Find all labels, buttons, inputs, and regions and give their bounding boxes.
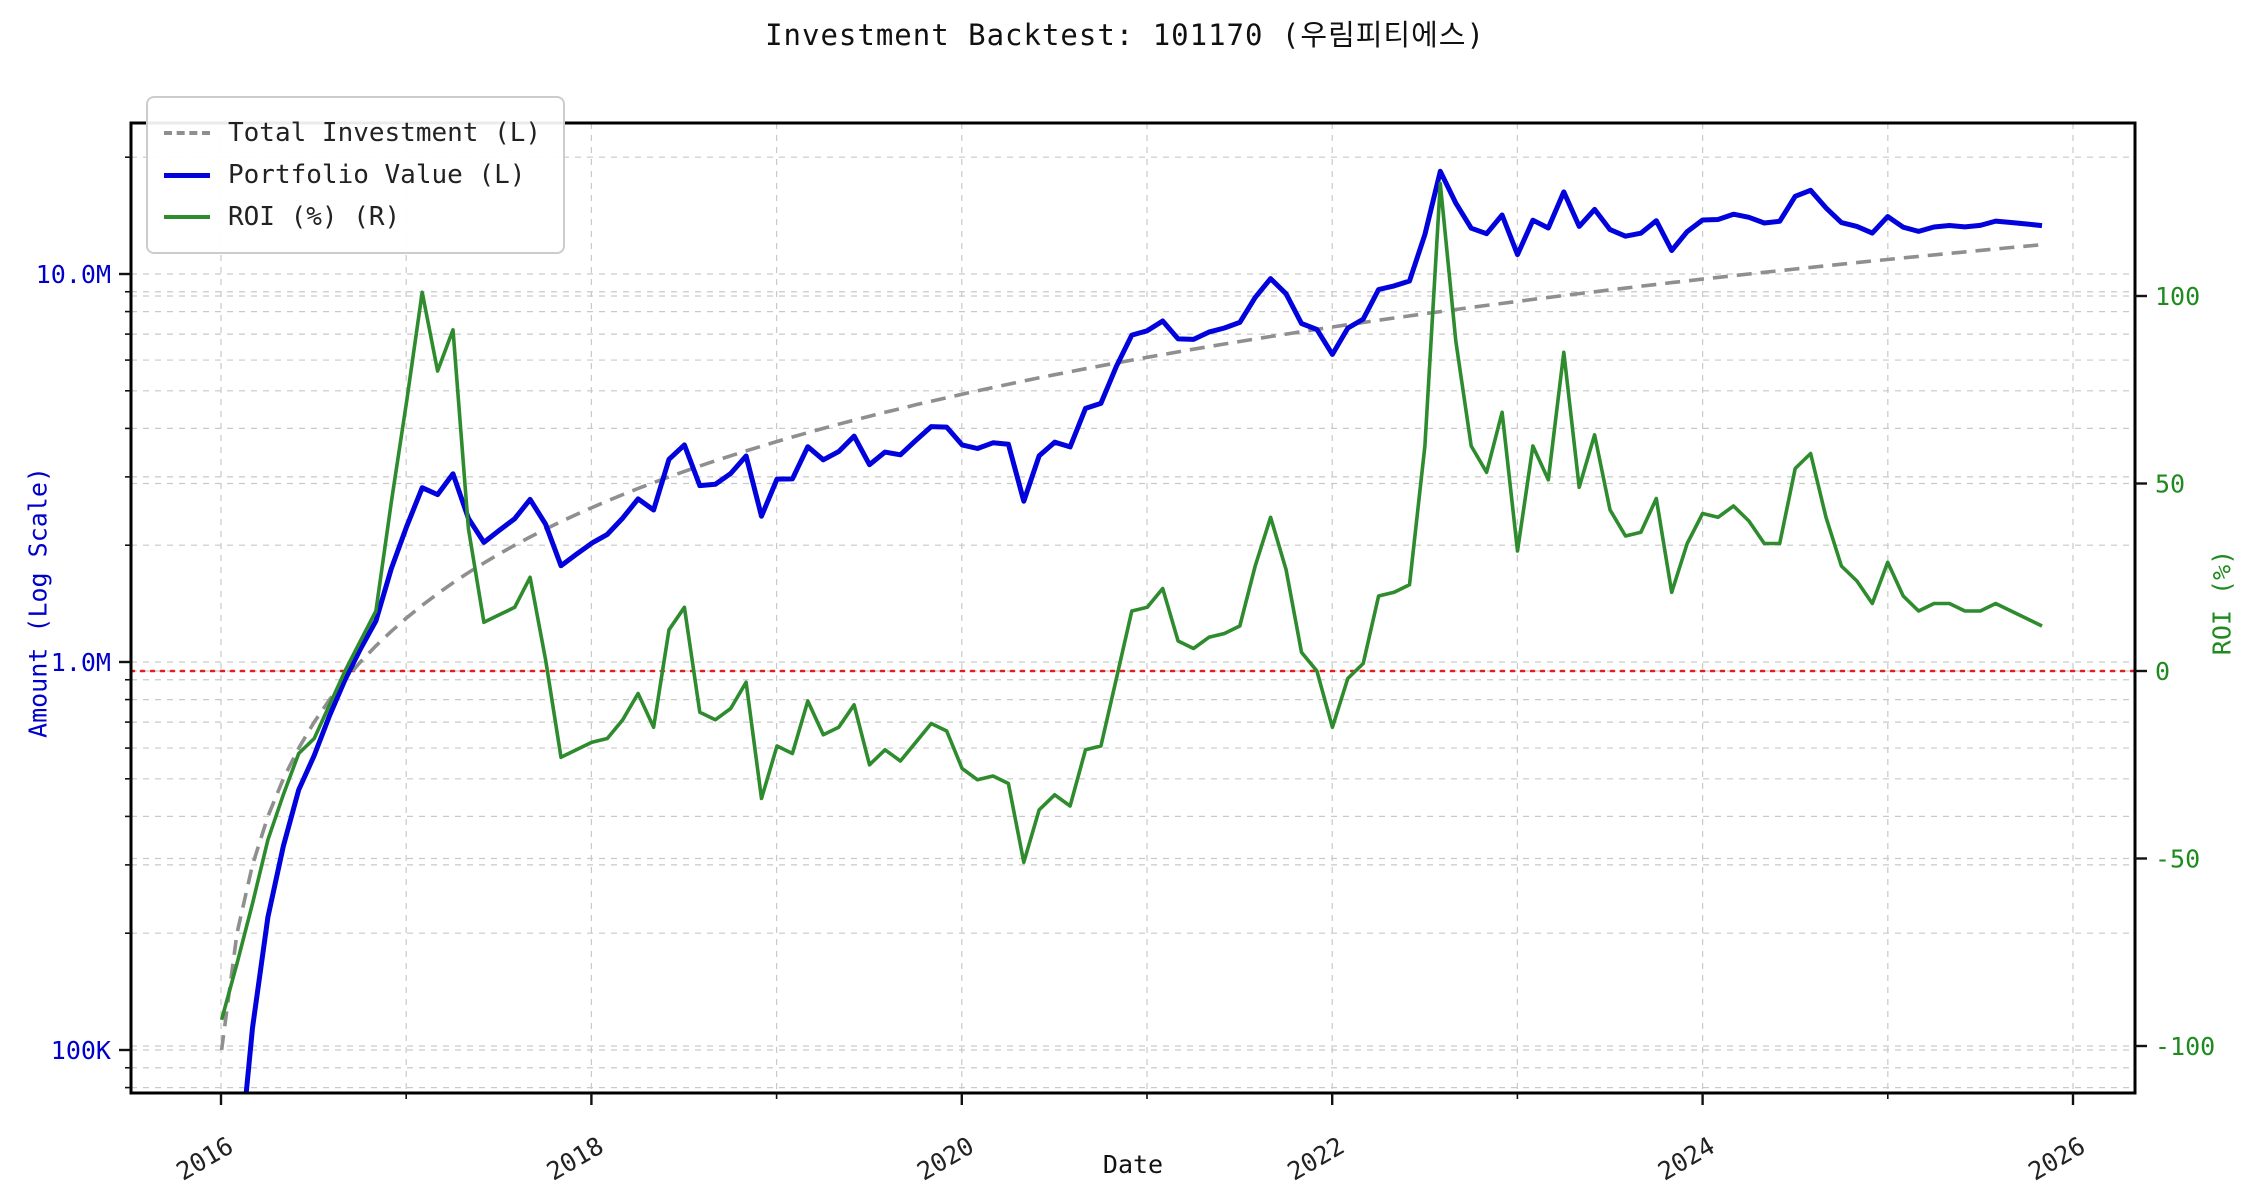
gridlines [131, 123, 2135, 1093]
tick-marks [119, 156, 2147, 1105]
solid-line-swatch-icon [164, 172, 210, 178]
portfolio-value-line [243, 168, 2043, 1093]
left-tick-label: 1.0M [51, 648, 111, 677]
right-tick-label: 50 [2155, 470, 2185, 499]
legend-label: Total Investment (L) [228, 118, 542, 148]
legend-label: Portfolio Value (L) [228, 160, 526, 190]
right-tick-label: 100 [2155, 282, 2200, 311]
right-tick-label: -50 [2155, 845, 2200, 874]
roi-line [219, 181, 2043, 1021]
total-investment-line [219, 242, 2043, 1051]
left-tick-label: 10.0M [36, 260, 111, 289]
right-tick-label: -100 [2155, 1032, 2215, 1061]
right-y-axis-title: ROI (%) [2207, 549, 2237, 656]
chart-title: Investment Backtest: 101170 (우림피티에스) [765, 18, 1485, 52]
legend-item-roi: ROI (%) (R) [164, 196, 541, 238]
series-group [219, 168, 2043, 1093]
solid-line-swatch-icon [164, 215, 210, 219]
legend: Total Investment (L) Portfolio Value (L)… [146, 96, 566, 254]
dashed-line-swatch-icon [164, 131, 210, 135]
legend-item-portfolio-value: Portfolio Value (L) [164, 154, 541, 196]
x-axis-title: Date [1102, 1150, 1164, 1179]
legend-label: ROI (%) (R) [228, 202, 401, 232]
legend-item-total-investment: Total Investment (L) [164, 112, 541, 154]
plot-border [129, 121, 2137, 1095]
left-tick-label: 100K [51, 1036, 111, 1065]
left-y-axis-title: Amount (Log Scale) [23, 467, 53, 738]
right-tick-label: 0 [2155, 657, 2170, 686]
